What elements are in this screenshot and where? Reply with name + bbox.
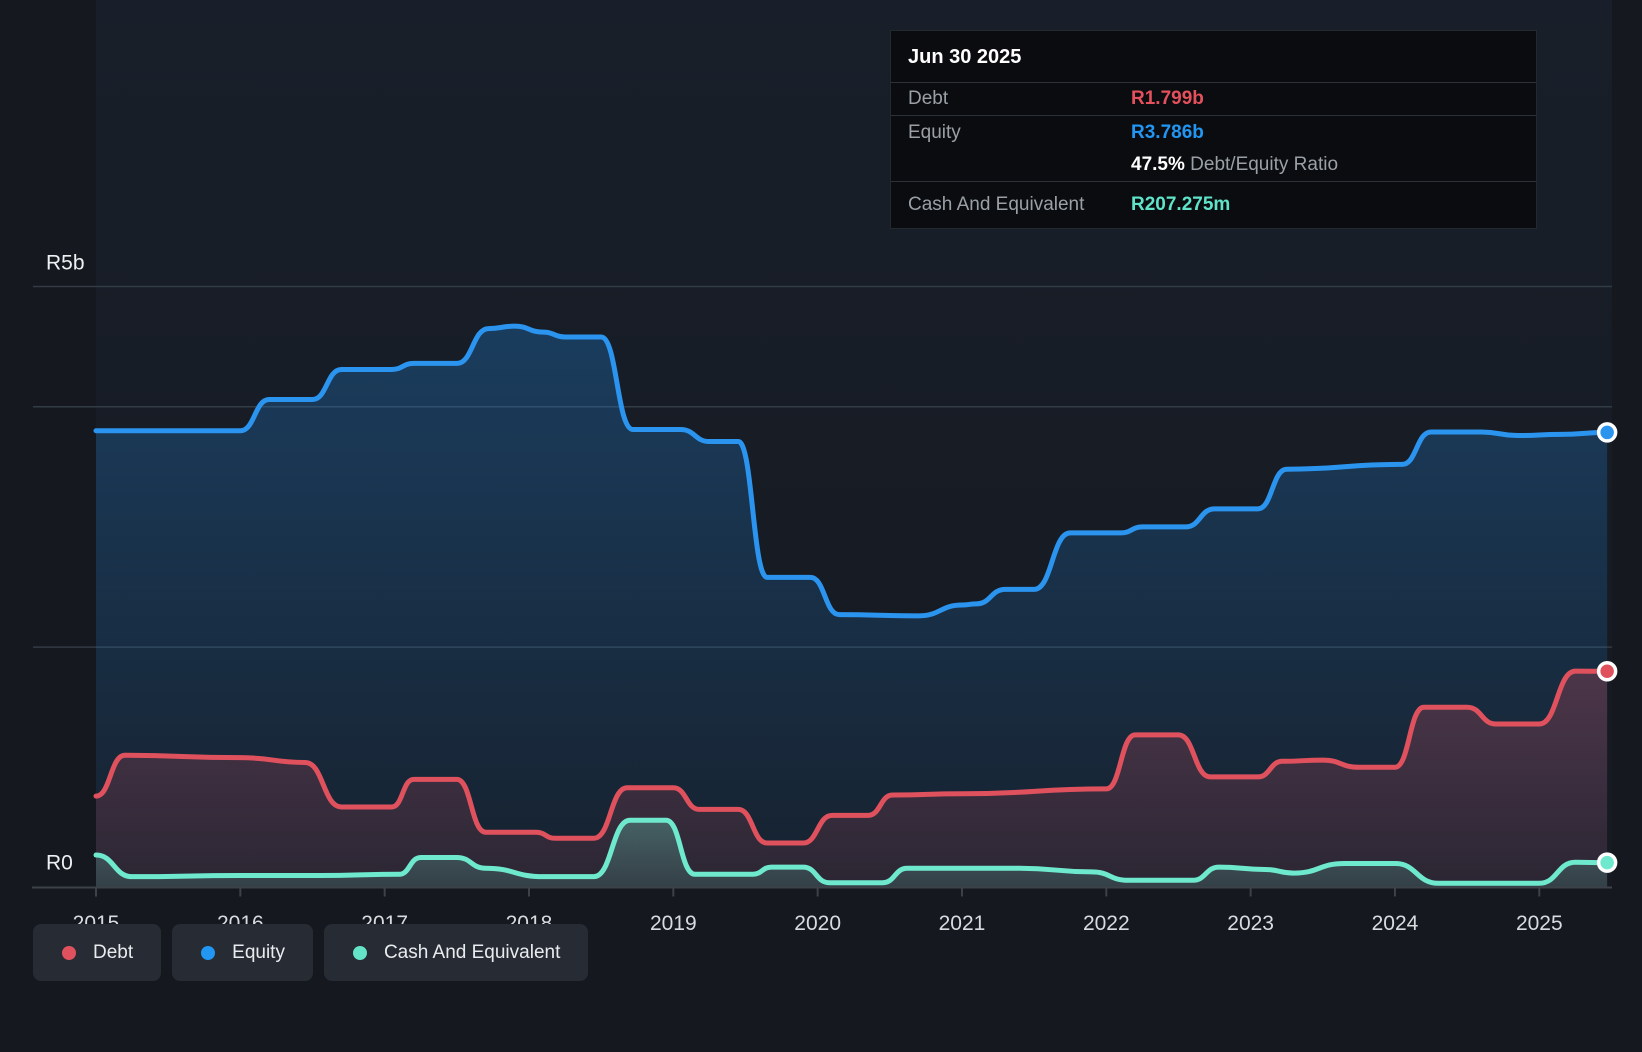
chart-legend: Debt Equity Cash And Equivalent: [33, 924, 589, 981]
svg-text:2024: 2024: [1372, 912, 1419, 935]
legend-item-cash[interactable]: Cash And Equivalent: [323, 924, 589, 981]
debt-series-dot-icon: [62, 945, 76, 960]
cash-series-dot-icon: [352, 945, 367, 960]
tooltip-cash-label: Cash And Equivalent: [908, 194, 1085, 215]
tooltip-ratio-label: Debt/Equity Ratio: [1190, 154, 1339, 175]
svg-text:2023: 2023: [1227, 912, 1274, 935]
svg-text:2025: 2025: [1516, 912, 1563, 935]
equity-series-dot-icon: [201, 945, 216, 960]
legend-item-debt[interactable]: Debt: [33, 924, 162, 981]
tooltip-debt-label: Debt: [908, 88, 949, 109]
tooltip-row-debt: Debt R1.799b: [891, 83, 1536, 116]
tooltip-row-equity: Equity R3.786b: [891, 116, 1536, 149]
tooltip-row-cash: Cash And Equivalent R207.275m: [891, 182, 1536, 228]
legend-equity-label: Equity: [232, 941, 285, 963]
tooltip-row-ratio: 47.5% Debt/Equity Ratio: [891, 149, 1536, 182]
tooltip-date: Jun 30 2025: [891, 31, 1536, 83]
tooltip-cash-value: R207.275m: [1131, 194, 1231, 215]
tooltip-debt-value: R1.799b: [1131, 88, 1204, 109]
svg-text:2021: 2021: [939, 912, 986, 935]
tooltip-equity-value: R3.786b: [1131, 121, 1204, 143]
legend-debt-label: Debt: [93, 941, 134, 963]
legend-item-equity[interactable]: Equity: [172, 924, 313, 981]
chart-tooltip: Jun 30 2025 Debt R1.799b Equity R3.786b …: [890, 30, 1537, 229]
svg-text:2022: 2022: [1083, 912, 1130, 935]
svg-text:2019: 2019: [650, 912, 697, 935]
legend-cash-label: Cash And Equivalent: [383, 941, 561, 963]
tooltip-equity-label: Equity: [908, 121, 961, 143]
tooltip-ratio-value: 47.5%: [1131, 154, 1185, 175]
svg-text:R0: R0: [46, 852, 73, 875]
svg-text:R5b: R5b: [46, 252, 85, 275]
svg-text:2020: 2020: [794, 912, 841, 935]
